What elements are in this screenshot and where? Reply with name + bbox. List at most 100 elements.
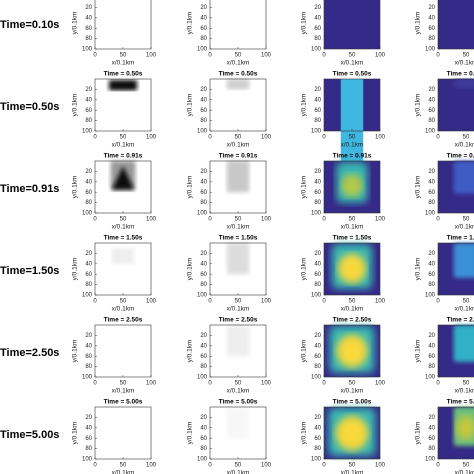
blob [111, 248, 135, 264]
panel-image [438, 325, 474, 377]
panel-title: Time = 2.50s [219, 317, 258, 324]
y-tick-label: 80 [200, 118, 207, 124]
x-tick-label: 50 [463, 299, 470, 305]
x-tick-label: 0 [93, 53, 97, 59]
x-tick-label: 0 [93, 299, 97, 305]
x-tick-label: 100 [375, 53, 386, 59]
panel-title: Time = 0.50s [104, 71, 143, 78]
x-tick-label: 0 [208, 463, 212, 469]
y-tick-label: 40 [428, 343, 435, 349]
y-tick-label: 80 [85, 446, 92, 452]
y-tick-label: 80 [314, 364, 321, 370]
plot-frame [94, 406, 152, 460]
blob-core [337, 253, 367, 284]
y-tick-label: 100 [82, 211, 93, 217]
x-tick-label: 50 [120, 135, 127, 141]
panel-image [226, 79, 250, 90]
panel-title: Time = 5.00s [219, 399, 258, 406]
x-tick-label: 50 [349, 299, 356, 305]
y-axis-label: y/0.1km [72, 340, 79, 363]
x-axis-label: x/0.1km [112, 470, 135, 474]
y-tick-label: 100 [311, 47, 322, 53]
row-label: Time=0.91s [0, 183, 59, 195]
y-axis-label: y/0.1km [415, 176, 422, 199]
x-tick-label: 0 [93, 381, 97, 387]
x-axis-label: x/0.1km [227, 306, 250, 313]
panel-image [438, 243, 474, 295]
x-tick-label: 100 [375, 217, 386, 223]
y-axis-label: y/0.1km [72, 422, 79, 445]
panel-image [109, 80, 137, 91]
plot-frame [209, 0, 267, 50]
y-tick-label: 80 [428, 118, 435, 124]
y-tick-label: 80 [200, 364, 207, 370]
y-tick-label: 20 [85, 169, 92, 175]
y-tick-label: 100 [82, 129, 93, 135]
panel-image [324, 79, 380, 170]
x-axis-label: x/0.1km [227, 388, 250, 395]
x-tick-label: 0 [436, 217, 440, 223]
x-tick-label: 100 [146, 463, 157, 469]
y-tick-label: 20 [428, 251, 435, 257]
y-tick-label: 80 [428, 364, 435, 370]
y-tick-label: 100 [82, 457, 93, 463]
x-tick-label: 100 [146, 217, 157, 223]
y-tick-label: 40 [200, 97, 207, 103]
y-tick-label: 20 [428, 5, 435, 11]
x-tick-label: 0 [93, 463, 97, 469]
y-tick-label: 20 [314, 169, 321, 175]
y-tick-label: 100 [197, 129, 208, 135]
x-tick-label: 0 [436, 53, 440, 59]
y-tick-label: 20 [200, 5, 207, 11]
panel-image [324, 407, 380, 459]
y-tick-label: 20 [314, 87, 321, 93]
x-tick-label: 100 [261, 53, 272, 59]
y-axis-label: y/0.1km [187, 258, 194, 281]
y-tick-label: 40 [428, 15, 435, 21]
y-tick-label: 20 [314, 5, 321, 11]
image-bg [324, 0, 380, 49]
y-tick-label: 80 [314, 282, 321, 288]
y-axis-label: y/0.1km [187, 12, 194, 35]
x-axis-label: x/0.1km [112, 60, 135, 67]
y-tick-label: 20 [428, 169, 435, 175]
x-axis-label: x/0.1km [455, 388, 474, 395]
y-tick-label: 80 [314, 36, 321, 42]
x-axis-label: x/0.1km [112, 388, 135, 395]
panel-title: Time = 1.50s [333, 235, 372, 242]
y-tick-label: 80 [85, 282, 92, 288]
y-tick-label: 100 [82, 375, 93, 381]
x-tick-label: 0 [208, 217, 212, 223]
y-tick-label: 40 [200, 179, 207, 185]
x-axis-label: x/0.1km [227, 224, 250, 231]
y-tick-label: 20 [314, 415, 321, 421]
y-tick-label: 40 [200, 343, 207, 349]
y-axis-label: y/0.1km [72, 12, 79, 35]
y-tick-label: 100 [425, 211, 436, 217]
x-tick-label: 0 [322, 135, 326, 141]
y-axis-label: y/0.1km [301, 12, 308, 35]
y-tick-label: 100 [197, 457, 208, 463]
y-tick-label: 40 [428, 179, 435, 185]
x-tick-label: 100 [261, 381, 272, 387]
x-tick-label: 100 [146, 299, 157, 305]
x-tick-label: 50 [235, 135, 242, 141]
y-tick-label: 80 [314, 446, 321, 452]
x-axis-label: x/0.1km [112, 306, 135, 313]
y-tick-label: 60 [428, 190, 435, 196]
y-tick-label: 100 [197, 293, 208, 299]
y-tick-label: 60 [85, 272, 92, 278]
y-tick-label: 80 [428, 282, 435, 288]
panel-title: Time = 0.50s [219, 71, 258, 78]
y-tick-label: 40 [428, 261, 435, 267]
panel-image [324, 325, 380, 377]
y-tick-label: 60 [314, 436, 321, 442]
x-tick-label: 50 [349, 135, 356, 141]
y-tick-label: 40 [200, 425, 207, 431]
panel-title: Time = 0.91s [219, 153, 258, 160]
x-tick-label: 50 [235, 463, 242, 469]
panel-image [438, 407, 474, 459]
y-tick-label: 80 [85, 36, 92, 42]
x-tick-label: 0 [436, 381, 440, 387]
